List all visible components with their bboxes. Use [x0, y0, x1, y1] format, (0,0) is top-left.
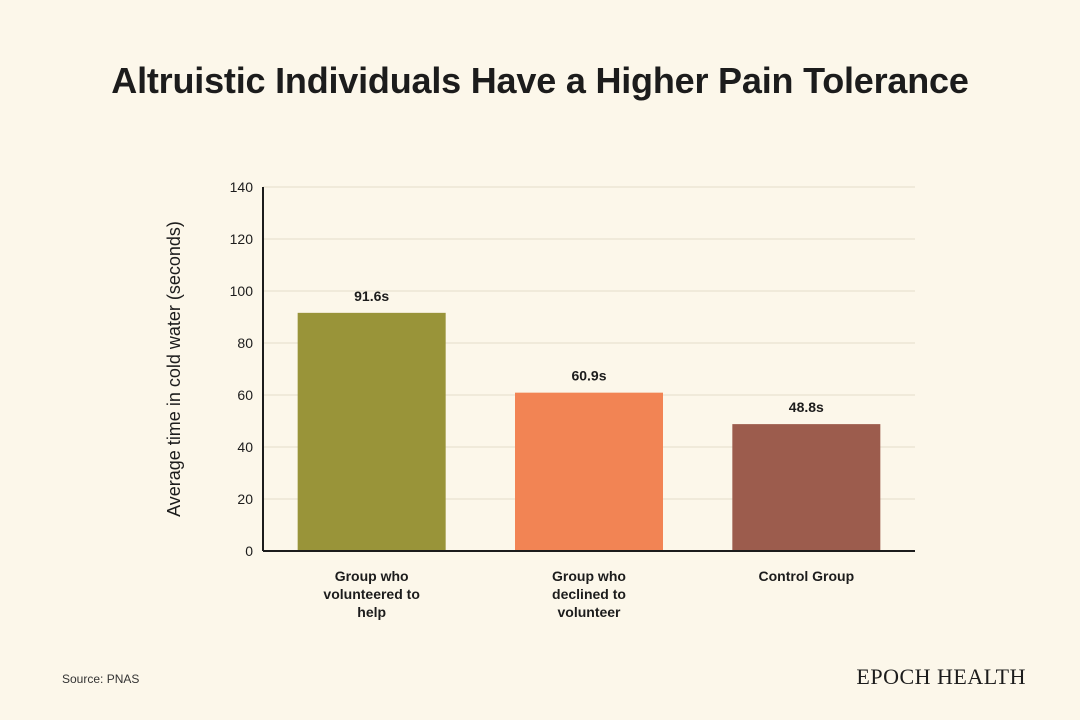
y-tick-label: 40	[237, 439, 253, 455]
y-tick-label: 100	[230, 283, 254, 299]
bar	[732, 424, 881, 551]
bar	[297, 312, 446, 551]
x-tick-label: Group who declined to volunteer	[552, 568, 626, 620]
x-tick-label: Group who volunteered to help	[323, 568, 419, 620]
y-axis-title: Average time in cold water (seconds)	[164, 221, 184, 517]
y-tick-label: 80	[237, 335, 253, 351]
y-tick-label: 140	[230, 179, 254, 195]
brand-logo: EPOCH HEALTH	[856, 664, 1026, 689]
y-tick-label: 60	[237, 387, 253, 403]
source-note: Source: PNAS	[62, 672, 140, 686]
bar	[515, 392, 663, 551]
y-tick-label: 20	[237, 491, 253, 507]
y-tick-label: 0	[245, 543, 253, 559]
data-label: 60.9s	[571, 368, 606, 384]
x-tick-label: Control Group	[759, 568, 855, 584]
chart-title: Altruistic Individuals Have a Higher Pai…	[111, 60, 969, 101]
data-label: 48.8s	[789, 399, 824, 415]
data-label: 91.6s	[354, 288, 389, 304]
y-tick-label: 120	[230, 231, 254, 247]
